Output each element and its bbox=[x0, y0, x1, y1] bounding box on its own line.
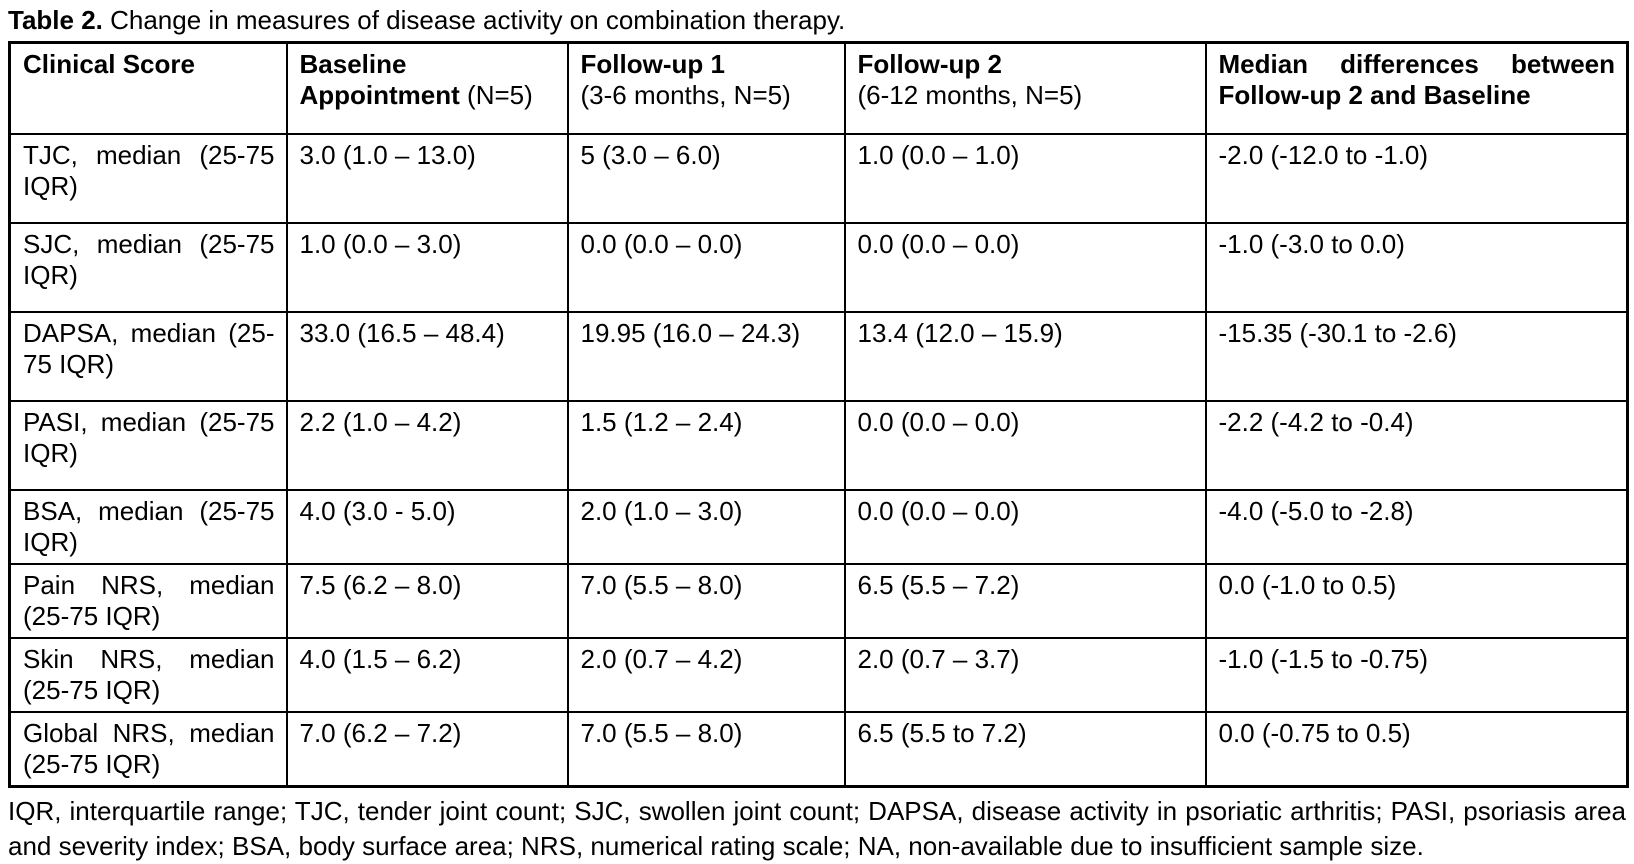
header-followup1-line2: (3-6 months, N=5) bbox=[581, 80, 833, 111]
median-diff-value-cell: -4.0 (-5.0 to -2.8) bbox=[1204, 489, 1629, 565]
clinical-score-cell: Pain NRS, median (25-75 IQR) bbox=[8, 563, 288, 639]
header-median-diff: Median differences between Follow-up 2 a… bbox=[1204, 41, 1629, 135]
table-footnote: IQR, interquartile range; TJC, tender jo… bbox=[8, 796, 1626, 861]
followup2-value-cell: 13.4 (12.0 – 15.9) bbox=[843, 311, 1207, 402]
header-baseline-line2: Appointment (N=5) bbox=[300, 80, 556, 111]
table-row: SJC, median (25-75 IQR) 1.0 (0.0 – 3.0) … bbox=[8, 222, 1629, 313]
table-row: TJC, median (25-75 IQR) 3.0 (1.0 – 13.0)… bbox=[8, 133, 1629, 224]
baseline-value-cell: 4.0 (3.0 - 5.0) bbox=[285, 489, 569, 565]
header-followup2-bold: Follow-up 2 bbox=[857, 49, 1002, 79]
followup1-value-cell: 2.0 (0.7 – 4.2) bbox=[566, 637, 846, 713]
table-row: DAPSA, median (25-75 IQR) 33.0 (16.5 – 4… bbox=[8, 311, 1629, 402]
header-baseline-line1: Baseline bbox=[300, 49, 556, 80]
table-row: Global NRS, median (25-75 IQR) 7.0 (6.2 … bbox=[8, 711, 1629, 788]
baseline-value-cell: 7.5 (6.2 – 8.0) bbox=[285, 563, 569, 639]
baseline-value-cell: 3.0 (1.0 – 13.0) bbox=[285, 133, 569, 224]
table-row: Skin NRS, median (25-75 IQR) 4.0 (1.5 – … bbox=[8, 637, 1629, 713]
followup1-value-cell: 19.95 (16.0 – 24.3) bbox=[566, 311, 846, 402]
table-caption: Table 2. Change in measures of disease a… bbox=[8, 3, 1626, 37]
header-row: Clinical Score Baseline Appointment (N=5… bbox=[8, 41, 1629, 135]
followup1-value-cell: 2.0 (1.0 – 3.0) bbox=[566, 489, 846, 565]
header-followup2: Follow-up 2 (6-12 months, N=5) bbox=[843, 41, 1207, 135]
header-clinical-score: Clinical Score bbox=[8, 41, 288, 135]
clinical-score-cell: PASI, median (25-75 IQR) bbox=[8, 400, 288, 491]
clinical-score-cell: SJC, median (25-75 IQR) bbox=[8, 222, 288, 313]
followup2-value-cell: 6.5 (5.5 – 7.2) bbox=[843, 563, 1207, 639]
followup2-value-cell: 2.0 (0.7 – 3.7) bbox=[843, 637, 1207, 713]
header-clinical-score-label: Clinical Score bbox=[23, 49, 195, 79]
header-followup1-line1: Follow-up 1 bbox=[581, 49, 833, 80]
header-followup2-range: (6-12 months, N=5) bbox=[857, 80, 1083, 110]
header-appointment-bold: Appointment bbox=[299, 80, 460, 110]
median-diff-value-cell: 0.0 (-0.75 to 0.5) bbox=[1204, 711, 1629, 788]
table-header: Clinical Score Baseline Appointment (N=5… bbox=[8, 41, 1629, 135]
header-followup1-bold: Follow-up 1 bbox=[580, 49, 725, 79]
clinical-score-cell: DAPSA, median (25-75 IQR) bbox=[8, 311, 288, 402]
followup2-value-cell: 6.5 (5.5 to 7.2) bbox=[843, 711, 1207, 788]
followup2-value-cell: 0.0 (0.0 – 0.0) bbox=[843, 489, 1207, 565]
header-median-diff-label: Median differences between Follow-up 2 a… bbox=[1218, 49, 1616, 110]
table-row: PASI, median (25-75 IQR) 2.2 (1.0 – 4.2)… bbox=[8, 400, 1629, 491]
clinical-score-cell: TJC, median (25-75 IQR) bbox=[8, 133, 288, 224]
median-diff-value-cell: -1.0 (-3.0 to 0.0) bbox=[1204, 222, 1629, 313]
disease-activity-table: Clinical Score Baseline Appointment (N=5… bbox=[8, 41, 1629, 788]
followup1-value-cell: 7.0 (5.5 – 8.0) bbox=[566, 563, 846, 639]
followup1-value-cell: 0.0 (0.0 – 0.0) bbox=[566, 222, 846, 313]
baseline-value-cell: 2.2 (1.0 – 4.2) bbox=[285, 400, 569, 491]
table-row: Pain NRS, median (25-75 IQR) 7.5 (6.2 – … bbox=[8, 563, 1629, 639]
table-caption-label: Table 2. bbox=[8, 5, 103, 35]
table-body: TJC, median (25-75 IQR) 3.0 (1.0 – 13.0)… bbox=[8, 133, 1629, 788]
clinical-score-cell: Global NRS, median (25-75 IQR) bbox=[8, 711, 288, 788]
followup1-value-cell: 7.0 (5.5 – 8.0) bbox=[566, 711, 846, 788]
median-diff-value-cell: -2.2 (-4.2 to -0.4) bbox=[1204, 400, 1629, 491]
baseline-value-cell: 1.0 (0.0 – 3.0) bbox=[285, 222, 569, 313]
baseline-value-cell: 33.0 (16.5 – 48.4) bbox=[285, 311, 569, 402]
baseline-value-cell: 7.0 (6.2 – 7.2) bbox=[285, 711, 569, 788]
table-row: BSA, median (25-75 IQR) 4.0 (3.0 - 5.0) … bbox=[8, 489, 1629, 565]
median-diff-value-cell: -15.35 (-30.1 to -2.6) bbox=[1204, 311, 1629, 402]
baseline-value-cell: 4.0 (1.5 – 6.2) bbox=[285, 637, 569, 713]
clinical-score-cell: BSA, median (25-75 IQR) bbox=[8, 489, 288, 565]
header-baseline: Baseline Appointment (N=5) bbox=[285, 41, 569, 135]
followup2-value-cell: 0.0 (0.0 – 0.0) bbox=[843, 400, 1207, 491]
header-followup2-line1: Follow-up 2 bbox=[858, 49, 1194, 80]
median-diff-value-cell: 0.0 (-1.0 to 0.5) bbox=[1204, 563, 1629, 639]
header-followup1-range: (3-6 months, N=5) bbox=[580, 80, 791, 110]
table-caption-text: Change in measures of disease activity o… bbox=[102, 5, 846, 35]
followup1-value-cell: 1.5 (1.2 – 2.4) bbox=[566, 400, 846, 491]
header-baseline-n: (N=5) bbox=[459, 80, 533, 110]
median-diff-value-cell: -2.0 (-12.0 to -1.0) bbox=[1204, 133, 1629, 224]
header-baseline-bold: Baseline bbox=[299, 49, 407, 79]
clinical-score-cell: Skin NRS, median (25-75 IQR) bbox=[8, 637, 288, 713]
followup1-value-cell: 5 (3.0 – 6.0) bbox=[566, 133, 846, 224]
header-followup2-line2: (6-12 months, N=5) bbox=[858, 80, 1194, 111]
followup2-value-cell: 0.0 (0.0 – 0.0) bbox=[843, 222, 1207, 313]
median-diff-value-cell: -1.0 (-1.5 to -0.75) bbox=[1204, 637, 1629, 713]
followup2-value-cell: 1.0 (0.0 – 1.0) bbox=[843, 133, 1207, 224]
header-followup1: Follow-up 1 (3-6 months, N=5) bbox=[566, 41, 846, 135]
